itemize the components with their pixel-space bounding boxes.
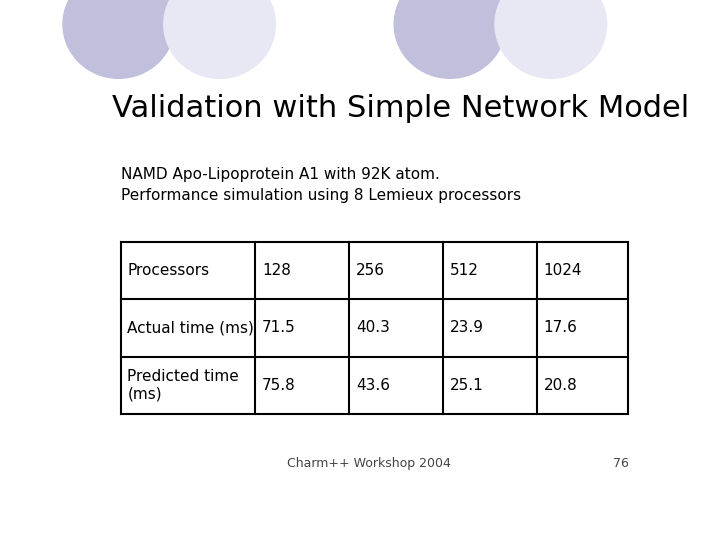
Text: 17.6: 17.6 bbox=[544, 320, 577, 335]
Text: NAMD Apo-Lipoprotein A1 with 92K atom.: NAMD Apo-Lipoprotein A1 with 92K atom. bbox=[121, 167, 440, 183]
Text: 25.1: 25.1 bbox=[450, 378, 484, 393]
Text: Predicted time
(ms): Predicted time (ms) bbox=[127, 369, 239, 402]
Text: Charm++ Workshop 2004: Charm++ Workshop 2004 bbox=[287, 457, 451, 470]
Text: 256: 256 bbox=[356, 263, 385, 278]
Text: Performance simulation using 8 Lemieux processors: Performance simulation using 8 Lemieux p… bbox=[121, 188, 521, 203]
Text: 20.8: 20.8 bbox=[544, 378, 577, 393]
Text: 43.6: 43.6 bbox=[356, 378, 390, 393]
Text: 40.3: 40.3 bbox=[356, 320, 390, 335]
Text: 71.5: 71.5 bbox=[262, 320, 296, 335]
Text: Actual time (ms): Actual time (ms) bbox=[127, 320, 254, 335]
Text: 512: 512 bbox=[450, 263, 479, 278]
Text: Validation with Simple Network Model: Validation with Simple Network Model bbox=[112, 94, 690, 123]
Text: Processors: Processors bbox=[127, 263, 210, 278]
Text: 23.9: 23.9 bbox=[450, 320, 484, 335]
Text: 128: 128 bbox=[262, 263, 291, 278]
Text: 75.8: 75.8 bbox=[262, 378, 296, 393]
Text: 76: 76 bbox=[613, 457, 629, 470]
Text: 1024: 1024 bbox=[544, 263, 582, 278]
